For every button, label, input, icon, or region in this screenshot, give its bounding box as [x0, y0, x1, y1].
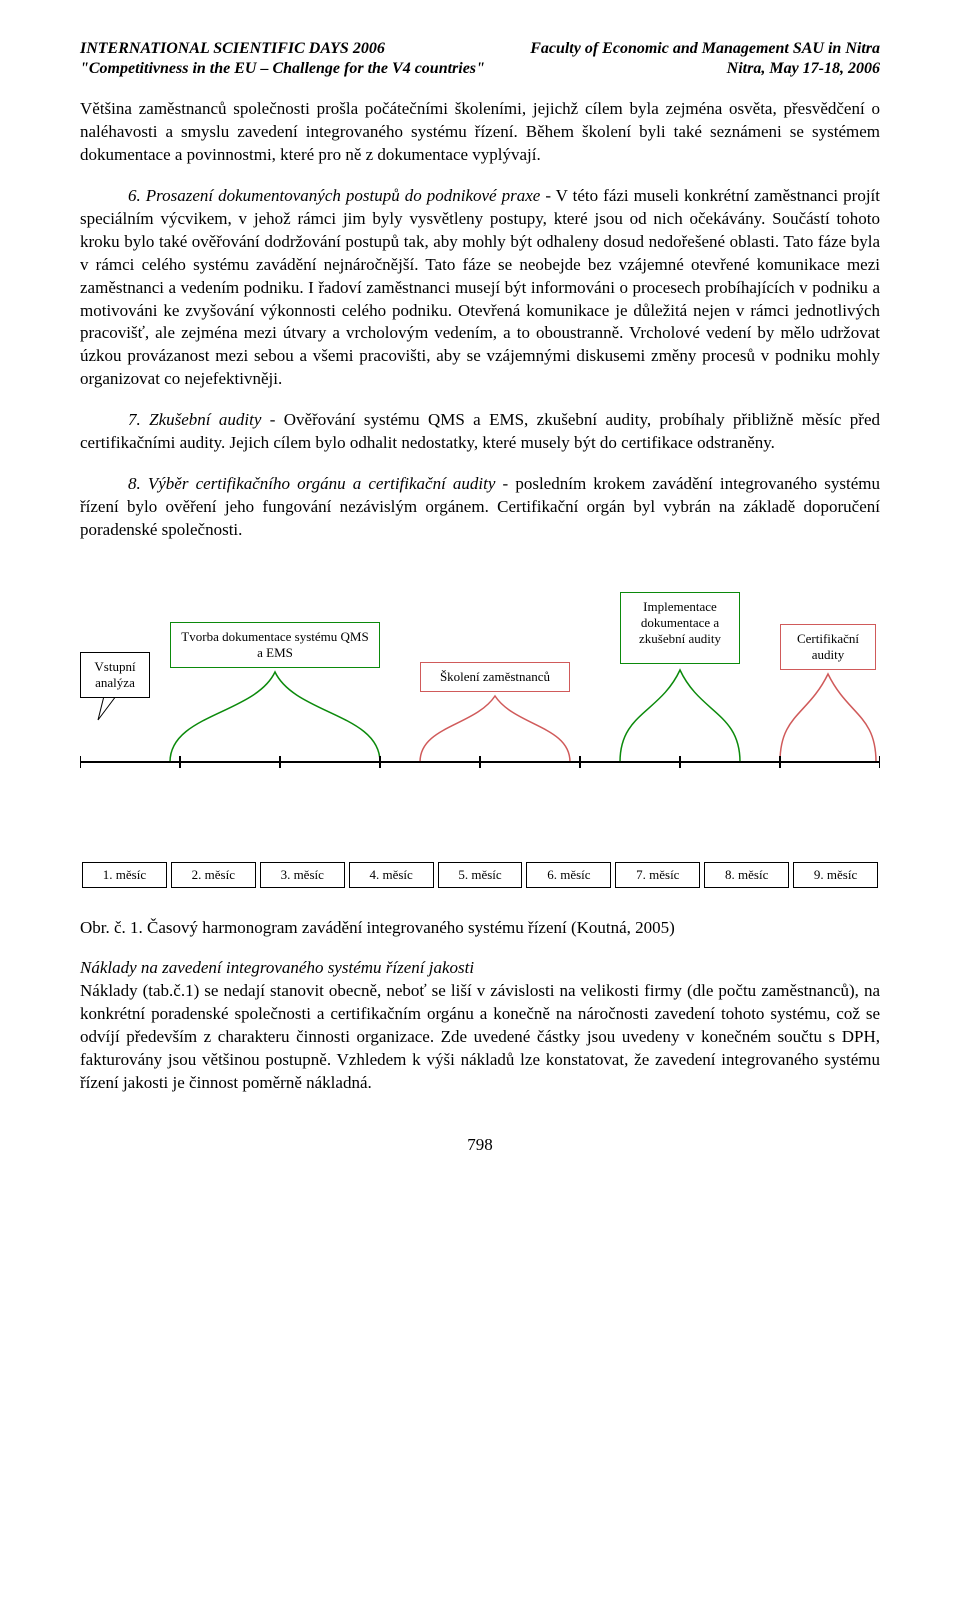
para4-lead: 8. Výběr certifikačního orgánu a certifi… [128, 474, 495, 493]
paragraph-2: 6. Prosazení dokumentovaných postupů do … [80, 185, 880, 391]
para2-lead: 6. Prosazení dokumentovaných postupů do … [128, 186, 540, 205]
month-box-9: 9. měsíc [793, 862, 878, 888]
month-box-3: 3. měsíc [260, 862, 345, 888]
bracket-1 [420, 696, 570, 762]
paragraph-4: 8. Výběr certifikačního orgánu a certifi… [80, 473, 880, 542]
timeline-diagram: Vstupní analýza Tvorba dokumentace systém… [80, 592, 880, 832]
bracket-3 [780, 674, 876, 762]
month-box-4: 4. měsíc [349, 862, 434, 888]
header-row-1: INTERNATIONAL SCIENTIFIC DAYS 2006 Facul… [80, 40, 880, 58]
header-left-2: "Competitivness in the EU – Challenge fo… [80, 60, 485, 78]
diagram-box-implementace: Implementace dokumentace a zkušební audi… [620, 592, 740, 664]
month-row: 1. měsíc2. měsíc3. měsíc4. měsíc5. měsíc… [80, 862, 880, 888]
header-left-1: INTERNATIONAL SCIENTIFIC DAYS 2006 [80, 40, 385, 58]
diagram-box-tvorba: Tvorba dokumentace systému QMS a EMS [170, 622, 380, 668]
month-box-7: 7. měsíc [615, 862, 700, 888]
para3-lead: 7. Zkušební audity [128, 410, 261, 429]
section-costs-body: Náklady (tab.č.1) se nedají stanovit obe… [80, 980, 880, 1095]
month-box-2: 2. měsíc [171, 862, 256, 888]
figure-caption: Obr. č. 1. Časový harmonogram zavádění i… [80, 918, 880, 938]
header-right-1: Faculty of Economic and Management SAU i… [530, 40, 880, 58]
diagram-box-vstupni: Vstupní analýza [80, 652, 150, 698]
month-box-8: 8. měsíc [704, 862, 789, 888]
month-box-1: 1. měsíc [82, 862, 167, 888]
diagram-box-certifikacni: Certifikační audity [780, 624, 876, 670]
page-number: 798 [80, 1135, 880, 1155]
bracket-2 [620, 670, 740, 762]
para2-rest: - V této fázi museli konkrétní zaměstnan… [80, 186, 880, 389]
paragraph-1: Většina zaměstnanců společnosti prošla p… [80, 98, 880, 167]
header-row-2: "Competitivness in the EU – Challenge fo… [80, 60, 880, 78]
bracket-0 [170, 672, 380, 762]
diagram-box-skoleni: Školení zaměstnanců [420, 662, 570, 692]
header-right-2: Nitra, May 17-18, 2006 [727, 60, 880, 78]
month-box-6: 6. měsíc [526, 862, 611, 888]
section-costs-title: Náklady na zavedení integrovaného systém… [80, 958, 880, 978]
month-box-5: 5. měsíc [438, 862, 523, 888]
paragraph-3: 7. Zkušební audity - Ověřování systému Q… [80, 409, 880, 455]
